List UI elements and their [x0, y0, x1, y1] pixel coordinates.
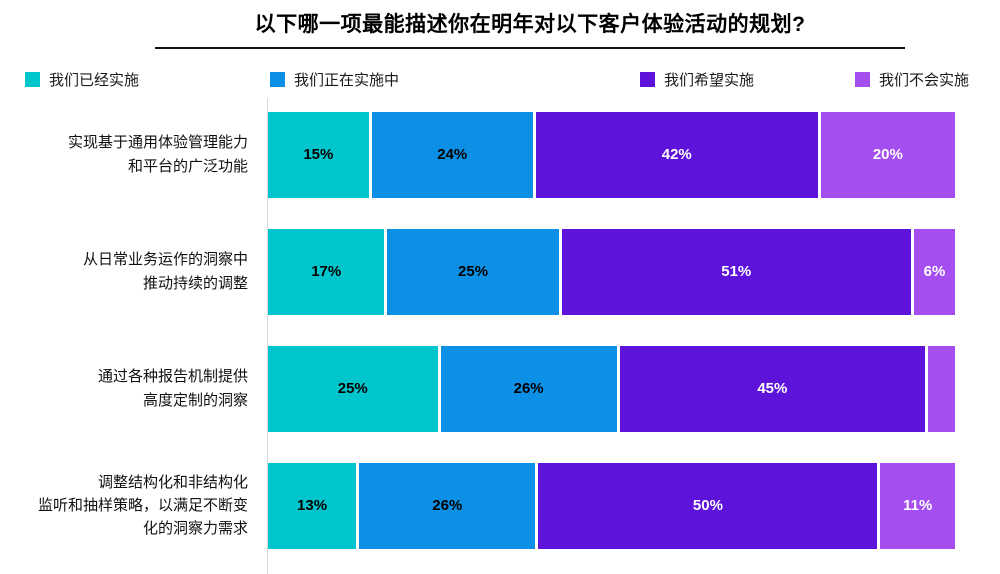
chart-row-3: 调整结构化和非结构化监听和抽样策略，以满足不断变化的洞察力需求 13% 26% 50%…	[0, 447, 1000, 564]
legend-item-1: 我们正在实施中	[270, 69, 399, 90]
legend-item-3: 我们不会实施	[855, 69, 969, 90]
bar-value-label: 17%	[311, 263, 342, 280]
bar-value-label: 25%	[337, 380, 368, 397]
bar-value-label: 20%	[872, 146, 903, 163]
legend-item-2: 我们希望实施	[640, 69, 754, 90]
category-label-line: 化的洞察力需求	[142, 520, 248, 538]
chart-row-2: 通过各种报告机制提供高度定制的洞察 25% 26% 45%	[0, 330, 1000, 447]
bar-segment-1: 24%	[371, 111, 533, 198]
legend-label: 我们已经实施	[49, 72, 140, 89]
bar-segment-0: 25%	[268, 345, 438, 432]
bar-value-label: 26%	[432, 497, 463, 514]
category-label: 实现基于通用体验管理能力和平台的广泛功能	[0, 131, 248, 178]
bar-value-label: 24%	[437, 146, 468, 163]
legend-swatch-icon	[855, 72, 870, 87]
legend-label: 我们正在实施中	[294, 72, 400, 89]
category-label-line: 推动持续的调整	[142, 274, 248, 292]
bar-segment-3: 20%	[820, 111, 955, 198]
bar-segment-2: 45%	[619, 345, 925, 432]
chart-row-0: 实现基于通用体验管理能力和平台的广泛功能 15% 24% 42% 20%	[0, 96, 1000, 213]
category-label-line: 高度定制的洞察	[142, 391, 248, 409]
legend-item-0: 我们已经实施	[25, 69, 139, 90]
category-label-line: 和平台的广泛功能	[127, 157, 248, 175]
bar-segment-0: 17%	[268, 228, 385, 315]
legend-label: 我们不会实施	[879, 72, 970, 89]
y-axis-line	[267, 98, 268, 574]
chart-title: 以下哪一项最能描述你在明年对以下客户体验活动的规划?	[254, 13, 806, 36]
stacked-bar: 13% 26% 50% 11%	[268, 462, 955, 549]
legend-swatch-icon	[640, 72, 655, 87]
bar-segment-0: 15%	[268, 111, 369, 198]
category-label-line: 从日常业务运作的洞察中	[82, 251, 248, 269]
bar-value-label: 25%	[458, 263, 489, 280]
stacked-bar: 15% 24% 42% 20%	[268, 111, 955, 198]
bar-segment-0: 13%	[268, 462, 357, 549]
chart-row-1: 从日常业务运作的洞察中推动持续的调整 17% 25% 51% 6%	[0, 213, 1000, 330]
bar-segment-2: 42%	[535, 111, 818, 198]
stacked-bar: 17% 25% 51% 6%	[268, 228, 955, 315]
bar-value-label: 50%	[692, 497, 723, 514]
bar-value-label: 26%	[513, 380, 544, 397]
bar-segment-3: 6%	[913, 228, 955, 315]
legend-label: 我们希望实施	[664, 72, 755, 89]
bar-value-label: 15%	[303, 146, 334, 163]
title-block: 以下哪一项最能描述你在明年对以下客户体验活动的规划?	[155, 12, 905, 50]
bar-segment-1: 26%	[359, 462, 536, 549]
category-label: 从日常业务运作的洞察中推动持续的调整	[0, 248, 248, 295]
bar-value-label: 51%	[721, 263, 752, 280]
bar-value-label: 13%	[297, 497, 328, 514]
stacked-bar-chart: 实现基于通用体验管理能力和平台的广泛功能 15% 24% 42% 20% 从日常业务运作的…	[0, 96, 1000, 564]
bar-value-label: 45%	[757, 380, 788, 397]
bar-segment-1: 26%	[440, 345, 617, 432]
bar-segment-3	[927, 345, 955, 432]
stacked-bar: 25% 26% 45%	[268, 345, 955, 432]
bar-value-label: 11%	[903, 497, 933, 514]
bar-segment-1: 25%	[387, 228, 559, 315]
bar-value-label: 42%	[661, 146, 692, 163]
bar-value-label: 6%	[923, 263, 946, 280]
bar-segment-2: 51%	[561, 228, 911, 315]
legend-swatch-icon	[270, 72, 285, 87]
legend-swatch-icon	[25, 72, 40, 87]
legend: 我们已经实施 我们正在实施中 我们希望实施 我们不会实施	[0, 69, 1000, 91]
bar-segment-2: 50%	[538, 462, 878, 549]
bar-segment-3: 11%	[880, 462, 955, 549]
category-label: 通过各种报告机制提供高度定制的洞察	[0, 365, 248, 412]
category-label: 调整结构化和非结构化监听和抽样策略，以满足不断变化的洞察力需求	[0, 471, 248, 541]
category-label-line: 调整结构化和非结构化	[97, 473, 248, 491]
category-label-line: 通过各种报告机制提供	[97, 368, 248, 386]
category-label-line: 实现基于通用体验管理能力	[67, 134, 248, 152]
category-label-line: 监听和抽样策略，以满足不断变	[37, 496, 248, 514]
